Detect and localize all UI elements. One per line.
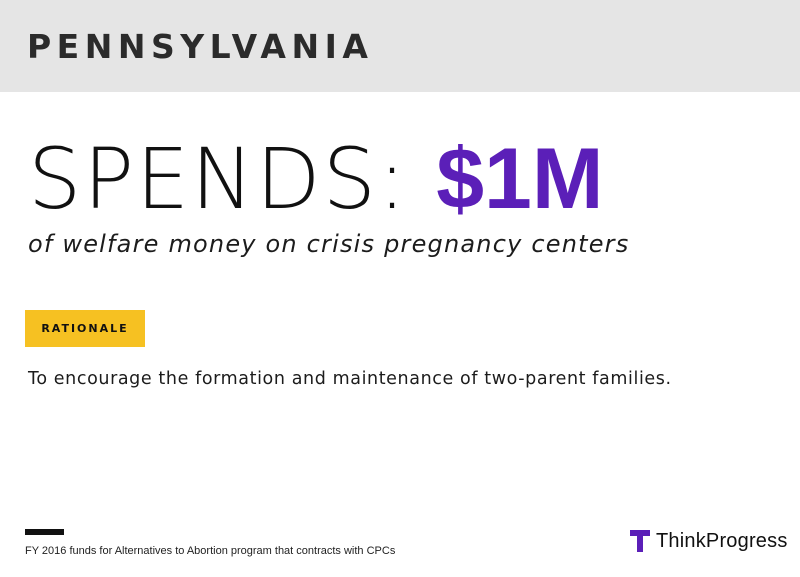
brand-name: ThinkProgress	[656, 529, 788, 552]
rationale-text: To encourage the formation and maintenan…	[28, 369, 672, 389]
spend-headline: SPENDS: $1M	[28, 134, 603, 224]
thinkprogress-logo-icon	[630, 530, 650, 552]
spend-description: of welfare money on crisis pregnancy cen…	[28, 230, 630, 258]
spend-amount: $1M	[436, 131, 604, 227]
state-title: PENNSYLVANIA	[27, 27, 374, 66]
thinkprogress-logo: ThinkProgress	[630, 526, 788, 556]
footnote: FY 2016 funds for Alternatives to Aborti…	[25, 545, 396, 557]
rationale-badge: RATIONALE	[25, 310, 145, 347]
header-bar: PENNSYLVANIA	[0, 0, 800, 92]
spends-label: SPENDS:	[28, 130, 409, 228]
rationale-label: RATIONALE	[41, 322, 129, 335]
footer-divider	[25, 529, 64, 535]
